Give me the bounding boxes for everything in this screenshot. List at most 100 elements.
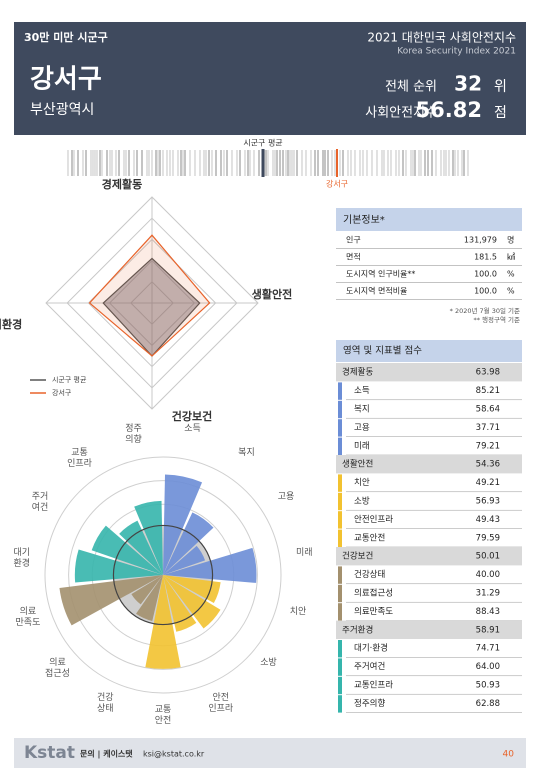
rose-label: 교통 안전 [154,705,172,726]
group-score: 63.98 [476,368,500,378]
item-score: 74.71 [476,644,500,654]
axis-label: 생활안전 [252,287,292,301]
item-score: 88.43 [476,607,500,617]
info-unit: % [507,270,515,279]
rose-petal [145,575,181,669]
footer-logo: Kstat [24,743,75,763]
item-name: 소방 [354,496,370,507]
item-name: 건강상태 [354,569,385,580]
rose-petal [131,575,163,605]
rose-petal [74,549,163,583]
item-score: 50.93 [476,681,500,691]
rose-label: 안전 인프라 [208,692,234,714]
item-name: 대기·환경 [354,643,388,654]
score-unit: 점 [494,105,507,121]
item-score: 79.59 [476,533,500,543]
rose-label: 고용 [277,492,295,502]
item-bar [338,695,342,713]
rank: 32 [454,72,482,96]
score: 56.82 [416,98,482,122]
rose-label: 치안 [289,606,307,617]
item-bar [338,566,342,584]
rose-label: 대기 환경 [13,548,31,570]
rose-petal [91,525,163,575]
info-label: 도시지역 면적비율 [346,286,407,296]
rose-label: 소방 [260,658,277,669]
rose-label: 소득 [184,424,201,435]
item-bar [338,676,342,695]
rose-label: 주거 여건 [31,492,49,513]
group-name: 생활안전 [342,459,373,470]
item-score: 56.93 [476,497,500,507]
rose-petal [163,512,214,575]
group-row [336,547,522,566]
item-name: 주거여건 [354,661,385,672]
province: 부산광역시 [30,102,94,118]
item-bar [338,474,342,492]
rose-petal [134,500,163,575]
rose-petal [163,474,203,575]
info-value: 100.0 [474,270,497,279]
axis-label: 주거환경 [0,317,22,331]
center-ring [112,524,214,626]
group-row [336,455,522,474]
group-score: 54.36 [476,460,500,470]
axis-label: 경제활동 [102,177,142,191]
item-bar [338,640,342,658]
rose-petal [136,575,163,621]
info-value: 100.0 [474,287,497,296]
item-bar [338,437,342,455]
info-unit: % [507,287,515,296]
rose-petal [59,575,163,626]
group-score: 58.91 [476,625,500,635]
title-kr: 2021 대한민국 사회안전지수 [367,31,516,45]
rose-label: 건강 상태 [96,692,114,714]
rose-petal [163,575,221,604]
scores-title: 영역 및 지표별 점수 [343,345,422,357]
group-name: 건강보건 [342,551,373,562]
item-bar [338,529,342,547]
grid-ring [44,456,282,694]
group-row [336,620,522,639]
rose-label: 교통 인프라 [67,448,92,470]
item-bar [338,492,342,511]
item-score: 62.88 [476,699,500,709]
item-name: 복지 [354,405,370,415]
info-value: 131,979 [464,236,497,245]
group-score: 50.01 [476,552,500,562]
rose-label: 의료 만족도 [15,606,41,628]
item-name: 의료만족도 [354,606,393,617]
item-score: 64.00 [476,662,500,672]
item-bar [338,511,342,529]
category: 30만 미만 시군구 [24,30,108,44]
group-row [336,363,522,382]
item-name: 정주의향 [354,698,385,709]
region: 강서구 [30,65,102,95]
item-name: 고용 [354,423,370,433]
item-name: 미래 [354,441,370,451]
radar-area [88,234,211,357]
item-score: 85.21 [476,386,500,396]
scores-header [336,340,522,362]
rose-petal [163,547,257,583]
item-bar [338,400,342,419]
item-bar [338,419,342,437]
barcode-average-label: 시군구 평균 [243,138,282,148]
page-number: 40 [503,750,515,760]
item-bar [338,382,342,400]
footer-bar [14,738,526,768]
grid-ring [68,480,258,670]
info-value: 181.5 [474,253,497,262]
title-en: Korea Security Index 2021 [397,47,516,57]
barcode [67,149,469,177]
item-name: 교통안전 [354,532,385,543]
footer-email: ksi@kstat.co.kr [143,750,205,759]
barcode-region-label: 강서구 [326,179,348,189]
legend-label: 강서구 [52,388,72,397]
group-name: 경제활동 [342,367,373,378]
info-label: 도시지역 인구비율** [346,269,415,279]
rank-label: 전체 순위 [385,80,437,95]
info-label: 면적 [346,252,361,262]
